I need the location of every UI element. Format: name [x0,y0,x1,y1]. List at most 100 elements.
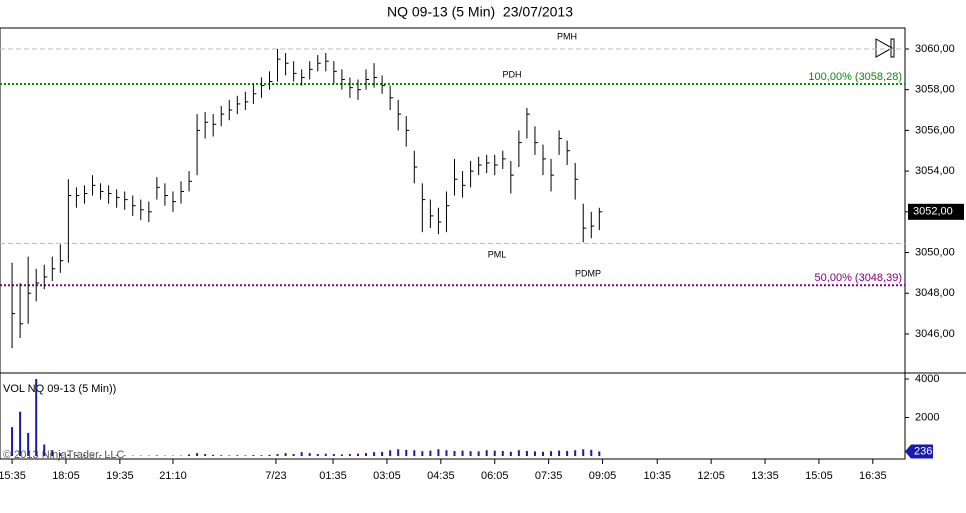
volume-bar [598,451,600,456]
volume-bar [325,454,327,456]
volume-bar [260,455,262,456]
x-tick-label: 03:05 [373,470,401,482]
volume-bar [301,452,303,456]
volume-bar [43,444,45,456]
volume-bar [566,451,568,456]
volume-bar [27,433,29,456]
volume-bar [462,451,464,456]
level-name: PMH [557,31,577,41]
x-tick-label: 15:35 [0,470,26,482]
volume-bar [244,455,246,456]
volume-bar [228,455,230,456]
volume-bar [11,427,13,456]
volume-bar [365,453,367,456]
volume-bar [397,449,399,456]
volume-bar [67,454,69,456]
volume-bar [413,450,415,456]
volume-bar [236,455,238,456]
y-tick-label: 3050,00 [915,246,955,258]
volume-bar [381,452,383,456]
volume-bar [373,452,375,456]
volume-bar [124,455,126,456]
volume-bar [59,453,61,456]
volume-bar [470,451,472,456]
volume-bar [445,450,447,456]
y-tick-label: 3056,00 [915,124,955,136]
y-tick-label: 3048,00 [915,287,955,299]
x-tick-label: 21:10 [159,470,187,482]
x-tick-label: 12:05 [697,470,725,482]
level-label: 100,00% (3058,28) [808,71,902,83]
scroll-icon[interactable] [876,39,894,57]
volume-bar [486,450,488,456]
volume-bar [309,453,311,456]
level-label: 50,00% (3048,39) [815,272,902,284]
copyright: © 2013 NinjaTrader, LLC [3,449,124,461]
volume-bar [405,450,407,456]
volume-bar [574,450,576,456]
chart-title: NQ 09-13 (5 Min) 23/07/2013 [387,4,573,20]
x-tick-label: 04:35 [427,470,455,482]
level-name: PDMP [575,269,601,279]
volume-bar [502,451,504,456]
x-tick-label: 7/23 [265,470,286,482]
volume-bar [317,454,319,456]
x-tick-label: 07:35 [535,470,563,482]
volume-bar [108,455,110,456]
volume-bar [590,450,592,456]
volume-bar [558,451,560,456]
volume-bar [156,455,158,456]
x-tick-label: 06:05 [481,470,509,482]
y-tick-label: 3054,00 [915,165,955,177]
volume-bar [550,451,552,456]
volume-bar [341,454,343,456]
volume-bar [582,449,584,456]
x-tick-label: 09:05 [589,470,617,482]
volume-bar [75,455,77,456]
last-volume-label: 236 [914,445,932,457]
volume-bar [518,450,520,456]
y2-tick-label: 2000 [915,411,939,423]
y-tick-label: 3046,00 [915,328,955,340]
y-tick-label: 3060,00 [915,43,955,55]
volume-bar [204,454,206,456]
volume-bar [437,449,439,456]
volume-bar [542,452,544,456]
volume-bar [212,455,214,456]
x-tick-label: 19:35 [106,470,134,482]
volume-bar [494,451,496,456]
volume-bar [220,455,222,456]
last-price-label: 3052,00 [913,206,953,218]
volume-bar [285,453,287,456]
y2-tick-label: 4000 [915,373,939,385]
volume-bar [35,379,37,456]
volume-bar [293,454,295,456]
volume-bar [83,455,85,456]
x-tick-label: 15:05 [805,470,833,482]
volume-bar [116,455,118,456]
volume-bar [478,451,480,456]
volume-bar [333,454,335,456]
volume-bar [349,454,351,456]
volume-bar [389,450,391,456]
volume-bar [19,412,21,456]
volume-bar [526,451,528,456]
volume-bar [534,451,536,456]
volume-bar [510,452,512,456]
volume-bar [277,454,279,456]
x-tick-label: 13:35 [751,470,779,482]
volume-bar [196,453,198,456]
volume-bar [421,451,423,456]
volume-bar [252,455,254,456]
volume-bar [188,454,190,456]
y-tick-label: 3058,00 [915,84,955,96]
level-name: PDH [502,69,521,79]
volume-bar [454,451,456,456]
volume-bar [51,450,53,456]
x-tick-label: 16:35 [859,470,887,482]
x-tick-label: 01:35 [319,470,347,482]
volume-bar [429,451,431,456]
volume-bar [268,455,270,456]
volume-bar [92,455,94,456]
